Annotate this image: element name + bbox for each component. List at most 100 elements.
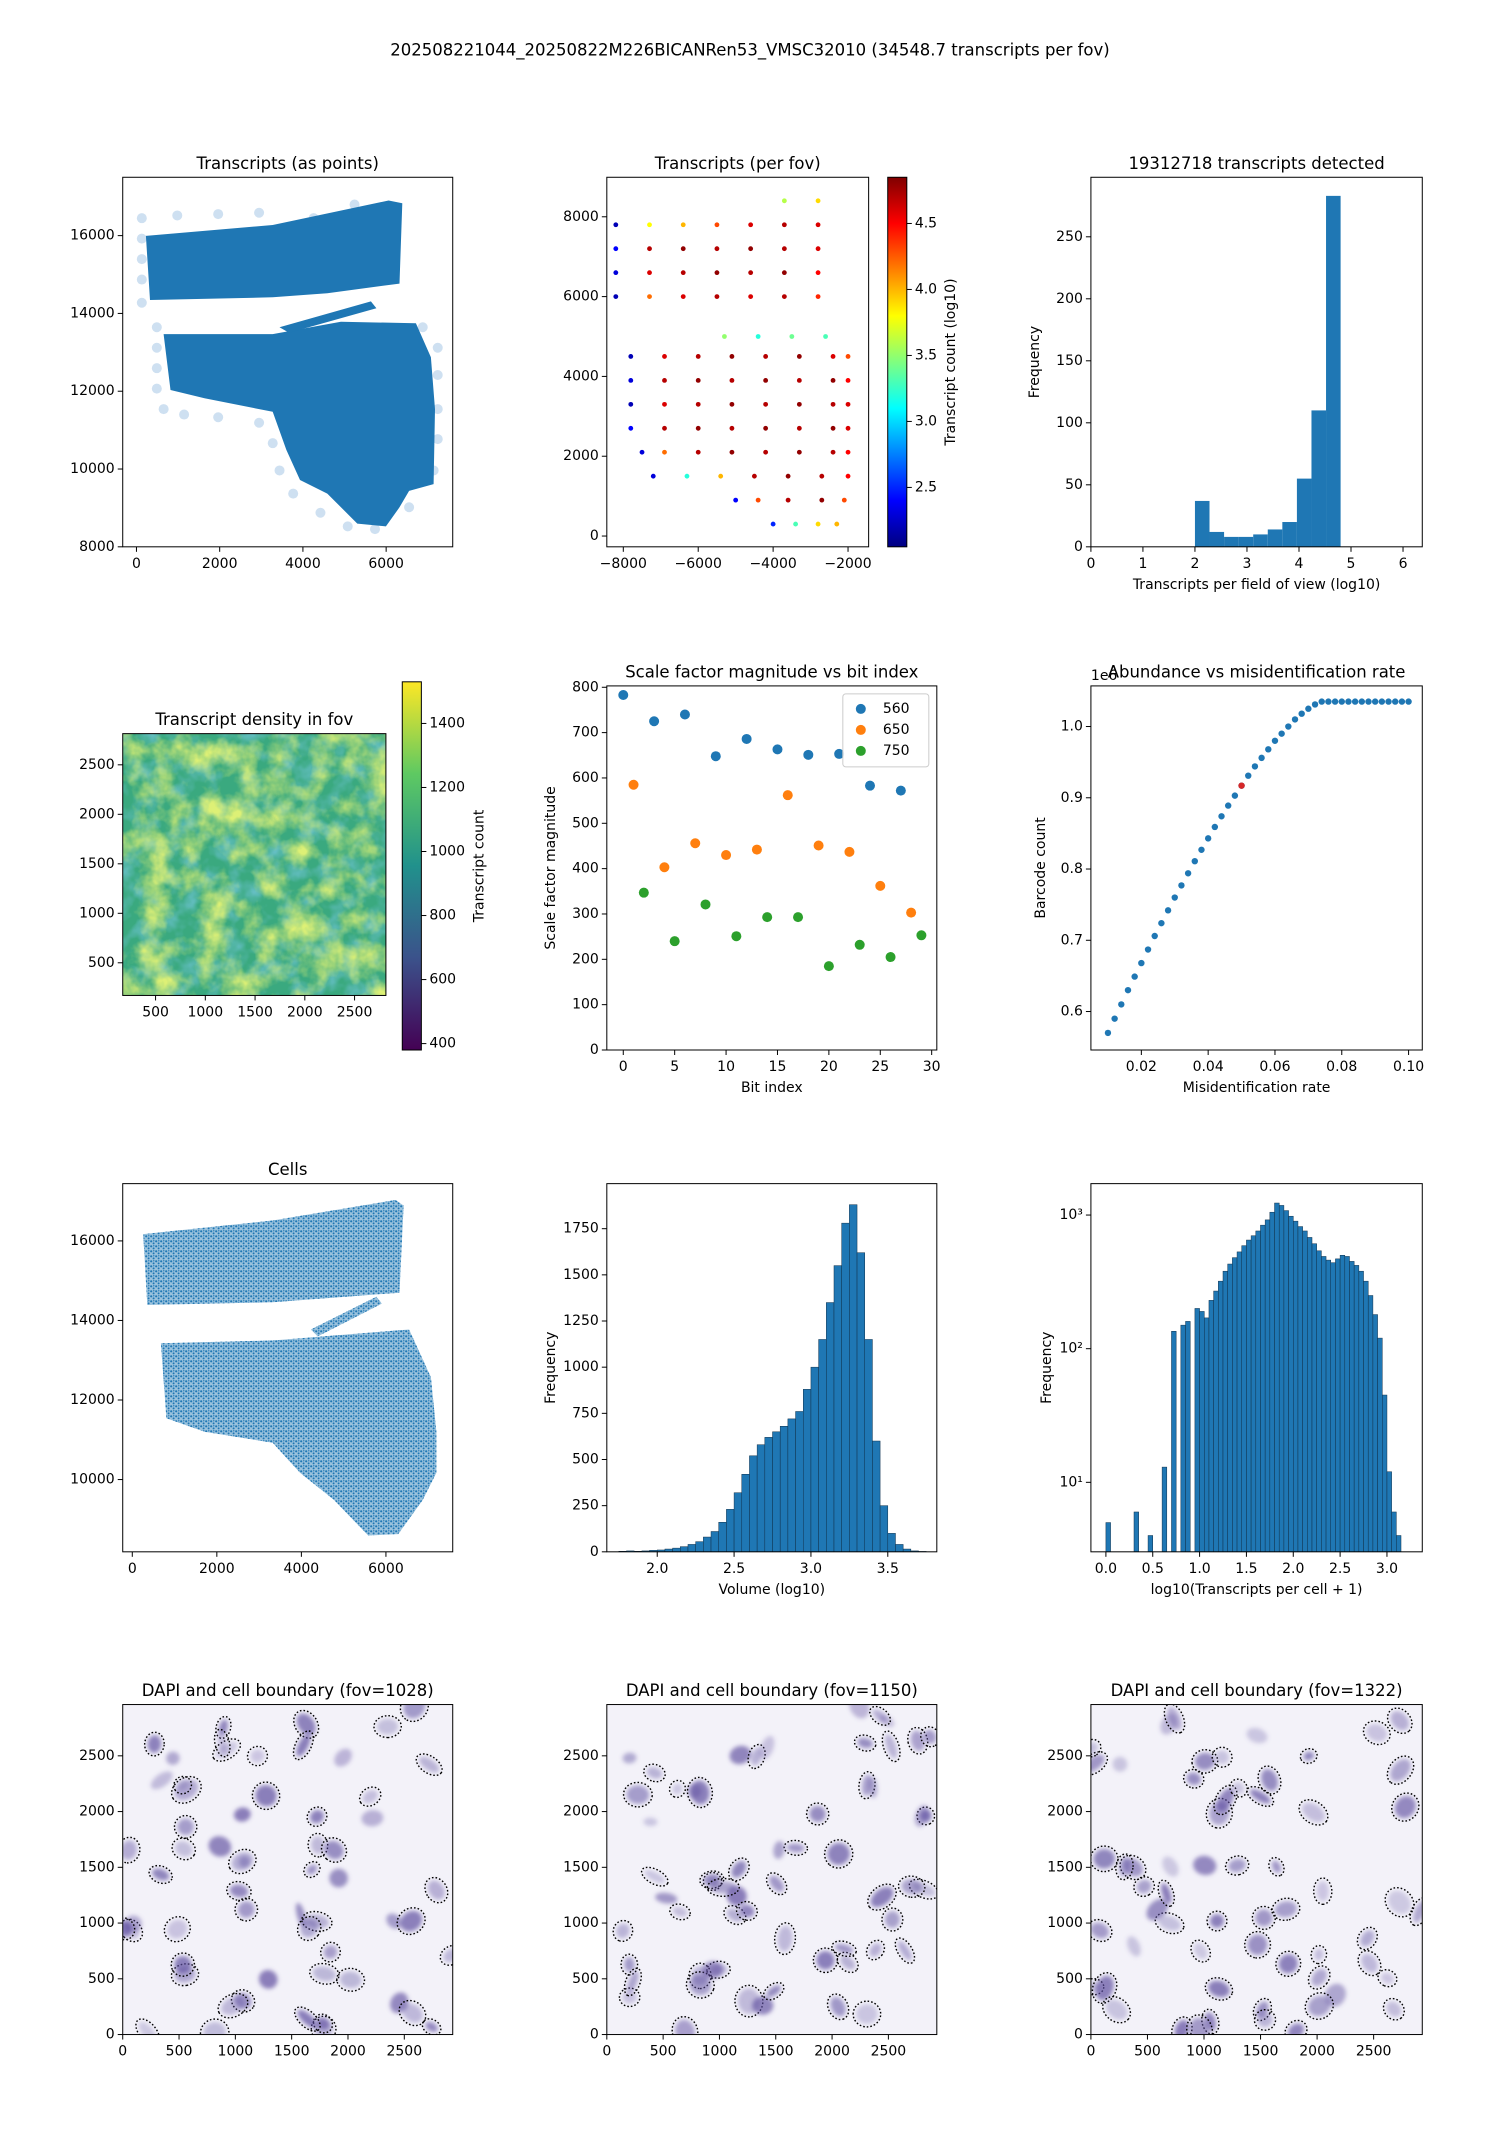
y-axis-label: Frequency (1039, 1332, 1055, 1404)
image-texture (179, 409, 190, 420)
chart-title: Abundance vs misidentification rate (1108, 662, 1406, 681)
plot-area (1194, 195, 1341, 547)
image-texture (151, 342, 162, 353)
x-tick-label: 20 (820, 1059, 838, 1075)
point (662, 449, 667, 455)
point (695, 401, 701, 407)
y-tick-label: 300 (572, 906, 599, 922)
image-texture (376, 1718, 399, 1735)
image-texture (1299, 1747, 1318, 1765)
point (841, 497, 847, 503)
chart-title: DAPI and cell boundary (fov=1028) (142, 1681, 434, 1700)
axes-frame (606, 1183, 938, 1553)
bar (1208, 1300, 1214, 1552)
image-texture (306, 1864, 318, 1875)
image-texture (1158, 1915, 1181, 1931)
image-texture (916, 1806, 936, 1826)
image-texture (622, 1781, 653, 1808)
y-tick-label: 1500 (79, 1859, 115, 1875)
image-texture (646, 1767, 663, 1779)
point (1245, 772, 1252, 779)
image-texture (163, 321, 435, 527)
x-tick-label: 1500 (237, 1004, 273, 1020)
image-texture (213, 412, 224, 423)
image-texture (816, 1951, 835, 1970)
image-texture (881, 1730, 901, 1763)
y-tick-label: 4000 (563, 368, 599, 384)
image-texture (1302, 1802, 1325, 1823)
point (819, 497, 825, 503)
bar (1396, 1535, 1402, 1552)
y-tick-label: 2000 (79, 1804, 115, 1820)
image-texture (1278, 1954, 1298, 1974)
bar (764, 1437, 773, 1552)
image-texture (415, 1753, 443, 1777)
y-tick-label: 250 (572, 1498, 599, 1514)
bar (1339, 1255, 1346, 1552)
image-texture (1090, 1751, 1109, 1776)
image-texture (1409, 1897, 1423, 1927)
axes-frame (122, 1704, 454, 2036)
image-texture (1275, 1950, 1302, 1978)
y-axis-label: Frequency (543, 1332, 559, 1404)
image-texture (1115, 1853, 1134, 1881)
image-texture (400, 1910, 423, 1932)
point (1178, 882, 1185, 889)
bar (1302, 1230, 1308, 1552)
bar (718, 1522, 727, 1552)
image-texture (1215, 1750, 1230, 1765)
x-tick-label: 0 (118, 2044, 127, 2060)
y-tick-label: 12000 (70, 1392, 115, 1408)
image-texture (1229, 1778, 1248, 1798)
bar (1325, 1259, 1331, 1552)
bar (833, 1265, 842, 1552)
y-tick-label: 1500 (1047, 1859, 1083, 1875)
image-texture (122, 1918, 144, 1943)
image-texture (1206, 1910, 1228, 1932)
x-tick-label: 500 (1134, 2044, 1161, 2060)
point (1218, 813, 1225, 820)
image-texture (122, 1840, 137, 1860)
legend-marker (855, 724, 866, 735)
image-texture (1386, 1707, 1413, 1735)
x-axis-label: Bit index (741, 1080, 803, 1096)
bar (1344, 1256, 1350, 1552)
y-tick-label: 0 (590, 528, 599, 544)
point (845, 473, 851, 479)
point (793, 912, 804, 923)
y-tick-label: 1500 (79, 856, 115, 872)
x-tick-label: −8000 (600, 556, 647, 572)
image-texture (812, 1947, 839, 1974)
point (731, 931, 742, 942)
image-texture (399, 1704, 430, 1723)
image-texture (230, 1989, 256, 2013)
chart-title: DAPI and cell boundary (fov=1322) (1111, 1681, 1403, 1700)
point (722, 334, 727, 339)
axes-frame (122, 1183, 454, 1553)
x-tick-label: 500 (650, 2044, 677, 2060)
y-tick-label: 2000 (563, 1804, 599, 1820)
image-texture (885, 1734, 898, 1759)
image-texture (319, 1941, 342, 1963)
image-texture (398, 1999, 427, 2027)
y-tick-label: 0.9 (1061, 790, 1083, 806)
bar (1250, 1235, 1257, 1552)
image-texture (218, 1719, 229, 1736)
plot-area (136, 199, 443, 535)
point (785, 473, 791, 479)
y-tick-label: 10² (1059, 1341, 1082, 1357)
bar (741, 1474, 750, 1552)
plot-area (1104, 698, 1412, 1037)
image-texture (1257, 1765, 1282, 1795)
point (1305, 705, 1312, 712)
image-texture (1380, 1972, 1394, 1984)
point (729, 449, 735, 455)
point (796, 378, 802, 383)
x-tick-label: 2000 (287, 1004, 323, 1020)
image-texture (402, 2003, 423, 2023)
legend-marker (855, 703, 866, 714)
image-texture (856, 2004, 878, 2024)
point (1345, 698, 1352, 705)
image-texture (421, 2018, 442, 2035)
image-texture (296, 1915, 322, 1942)
